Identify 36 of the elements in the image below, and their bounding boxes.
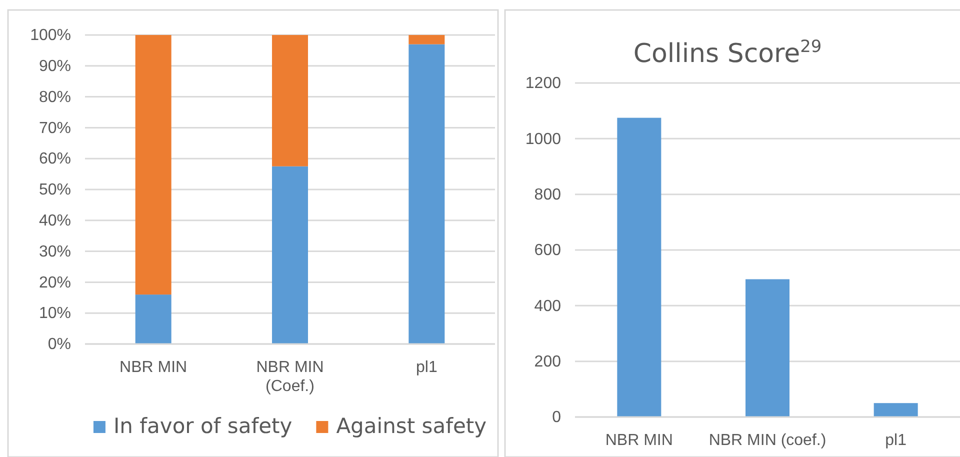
y-tick-label: 80%	[38, 88, 71, 106]
y-tick-label: 1200	[525, 75, 562, 92]
y-tick-label: 90%	[38, 58, 71, 76]
y-tick-label: 800	[534, 186, 562, 204]
x-tick-label: NBR MIN	[605, 432, 673, 449]
bar	[135, 35, 172, 295]
bar	[272, 166, 308, 344]
x-tick-label: NBR MIN (coef.)	[708, 432, 826, 449]
y-tick-label: 20%	[38, 274, 71, 292]
chart-title: Collins Score$^{29}$	[633, 36, 822, 69]
bar	[746, 279, 790, 417]
y-tick-label: 0	[552, 409, 562, 426]
y-tick-label: 40%	[38, 212, 71, 230]
x-tick-label: NBR MIN	[120, 359, 188, 376]
bar	[617, 118, 662, 417]
bar	[874, 403, 918, 417]
x-tick-label: pl1	[885, 432, 907, 449]
y-tick-label: 0%	[48, 336, 71, 354]
y-tick-label: 70%	[38, 120, 71, 137]
y-tick-label: 600	[534, 242, 562, 260]
bar	[135, 294, 172, 344]
bar	[408, 44, 445, 344]
legend-label: In favor of safety	[113, 414, 292, 438]
y-tick-label: 400	[534, 298, 562, 315]
y-tick-label: 50%	[38, 182, 71, 199]
y-tick-label: 100%	[30, 27, 71, 44]
x-tick-label: pl1	[416, 359, 438, 376]
x-tick-label: NBR MIN (Coef.)	[256, 359, 324, 396]
y-tick-label: 200	[534, 353, 562, 370]
y-tick-label: 10%	[38, 305, 71, 322]
bar	[272, 35, 308, 166]
y-tick-label: 1000	[525, 130, 562, 148]
bar	[408, 35, 445, 44]
y-tick-label: 30%	[38, 243, 71, 260]
legend-label: Against safety	[336, 414, 487, 438]
y-tick-label: 60%	[38, 150, 71, 168]
